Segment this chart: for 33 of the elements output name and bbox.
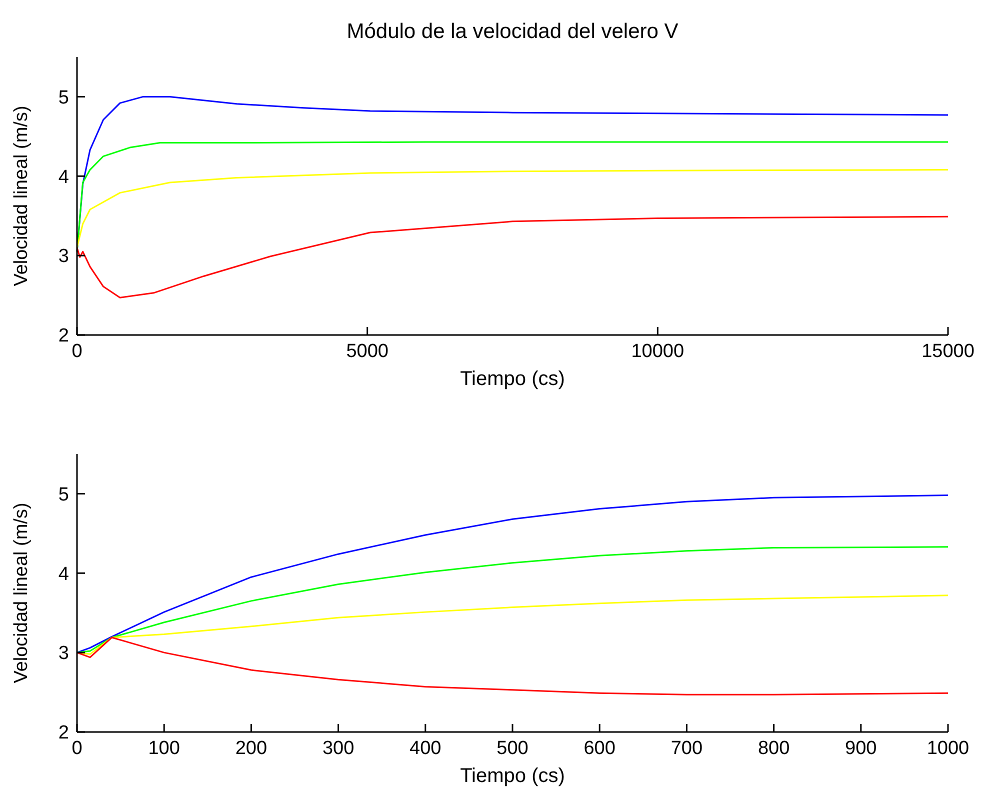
x-tick-label: 200: [235, 738, 268, 759]
line-series: [76, 546, 949, 654]
y-tick-label: 5: [58, 87, 69, 108]
y-tick-label: 2: [58, 326, 69, 347]
x-tick-label: 100: [148, 738, 180, 759]
y-tick-label: 5: [58, 484, 69, 506]
y-tick-label: 2: [58, 722, 69, 744]
chart-title: Módulo de la velocidad del velero V: [346, 20, 678, 43]
x-tick-label: 900: [845, 738, 877, 759]
x-tick-label: 400: [410, 738, 442, 759]
y-tick-label: 4: [58, 564, 70, 585]
x-tick-label: 0: [72, 738, 82, 759]
y-tick-label: 3: [58, 246, 69, 268]
x-tick-label: 1000: [926, 738, 970, 759]
x-tick-label: 10000: [631, 341, 684, 362]
x-tick-label: 600: [584, 738, 616, 759]
x-tick-label: 800: [758, 738, 790, 759]
x-axis-title: Tiempo (cs): [460, 765, 565, 787]
x-tick-label: 300: [322, 738, 354, 759]
y-tick-label: 4: [58, 166, 70, 188]
y-axis-title: Velocidad lineal (m/s): [11, 106, 32, 286]
x-tick-label: 5000: [346, 341, 388, 362]
y-axis-title: Velocidad lineal (m/s): [11, 502, 32, 684]
line-series: [76, 169, 949, 248]
x-tick-label: 15000: [922, 341, 974, 362]
x-tick-label: 0: [72, 341, 82, 362]
x-tick-label: 500: [496, 738, 528, 759]
x-tick-label: 700: [670, 738, 703, 759]
y-tick-label: 3: [58, 643, 69, 664]
line-series: [76, 216, 949, 298]
line-series: [76, 494, 949, 654]
line-series: [76, 636, 949, 696]
x-axis-title: Tiempo (cs): [460, 368, 565, 390]
